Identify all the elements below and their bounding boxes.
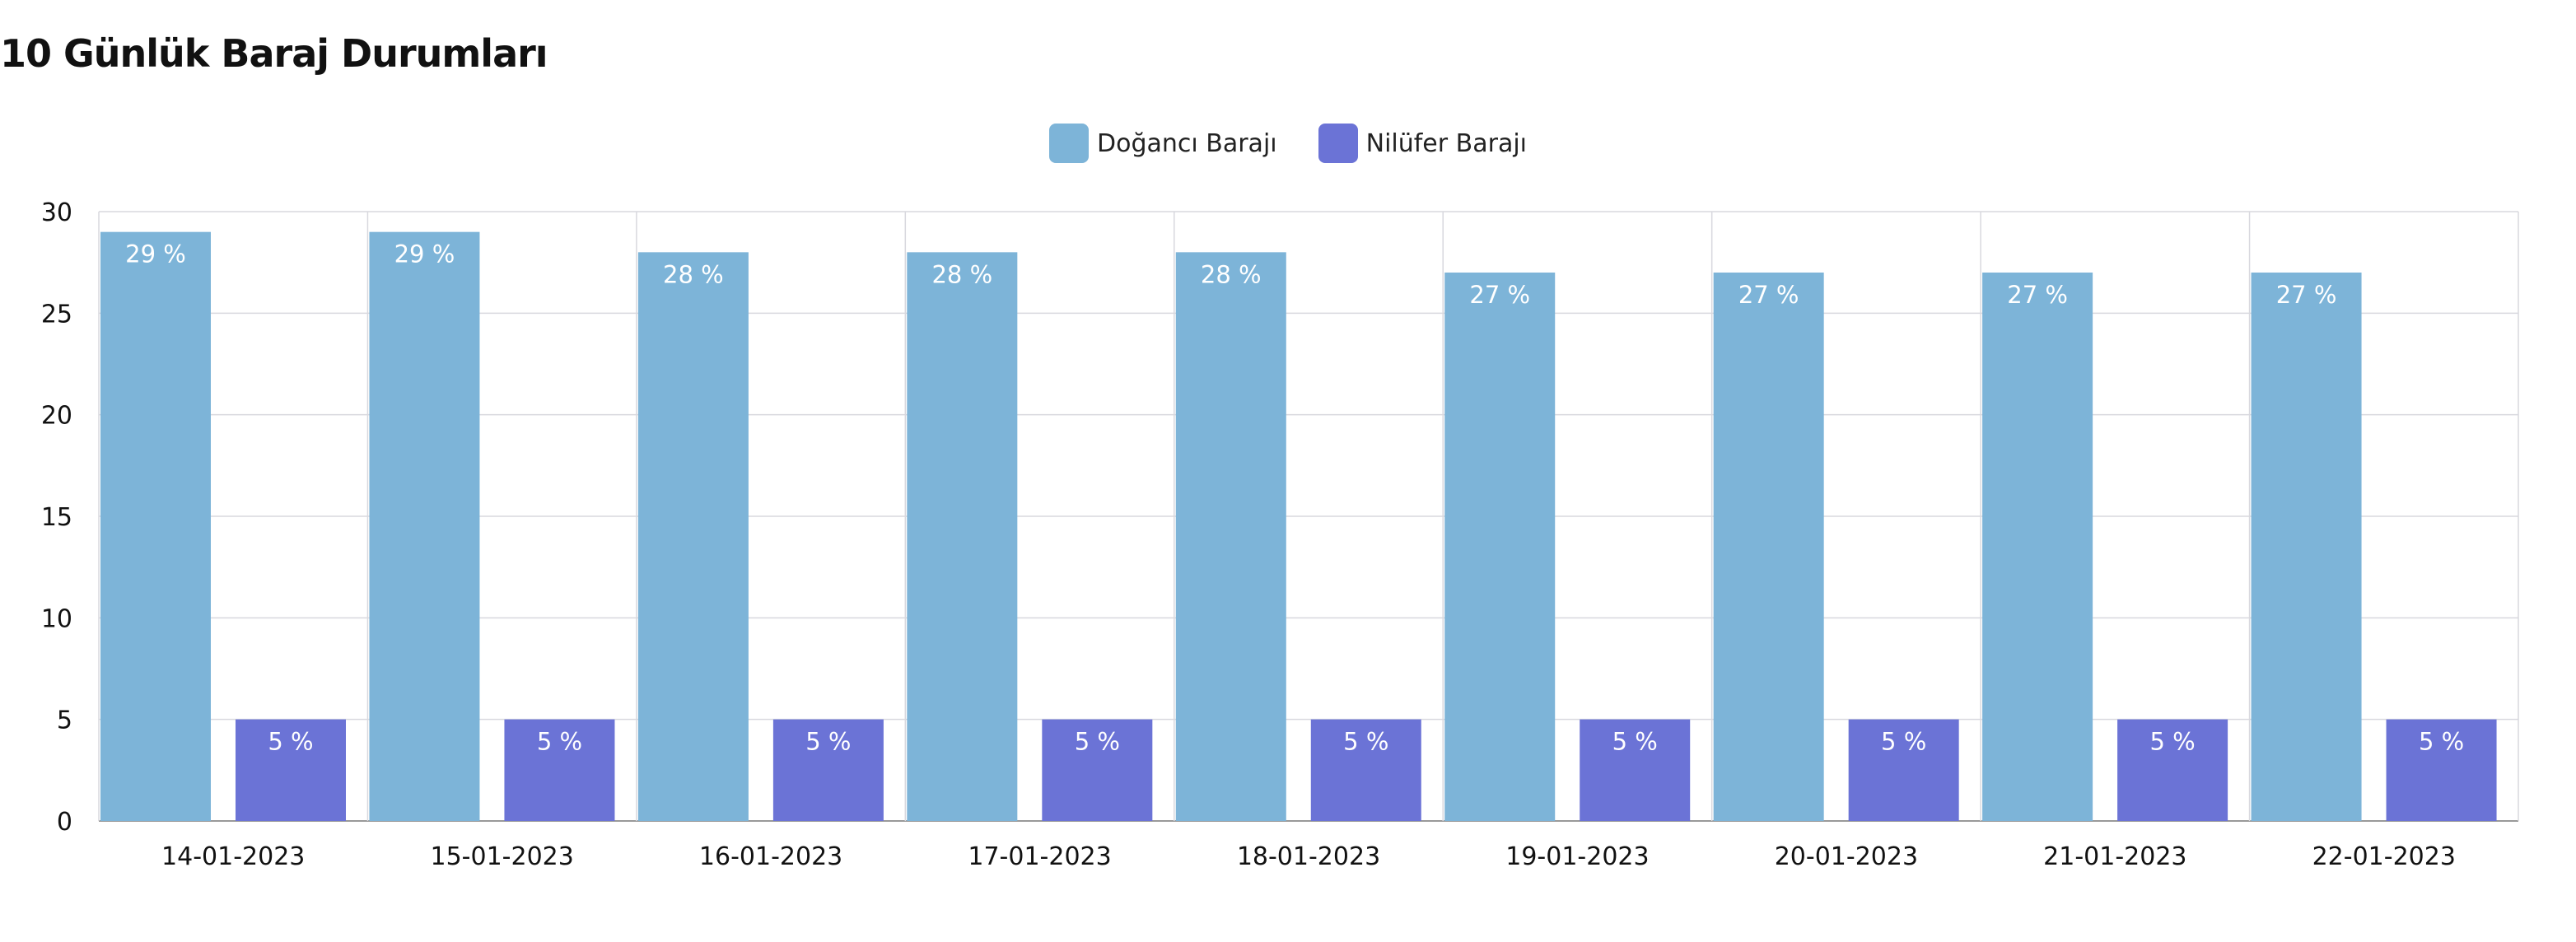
x-tick-label: 16-01-2023 bbox=[699, 842, 842, 871]
bar-value-label: 28 % bbox=[931, 260, 992, 288]
bar-nilufer bbox=[1310, 719, 1421, 821]
bar-dogancı bbox=[1982, 273, 2093, 821]
x-tick-label: 19-01-2023 bbox=[1505, 842, 1649, 871]
bar-value-label: 5 % bbox=[1612, 728, 1658, 756]
legend-swatch-nilufer bbox=[1318, 124, 1358, 163]
bar-value-label: 5 % bbox=[268, 728, 313, 756]
bar-nilufer bbox=[1848, 719, 1959, 821]
y-tick-label: 15 bbox=[41, 503, 72, 532]
y-tick-label: 5 bbox=[57, 706, 72, 735]
bar-nilufer bbox=[1042, 719, 1153, 821]
bar-nilufer bbox=[2117, 719, 2228, 821]
legend-item-dogancı[interactable]: Doğancı Barajı bbox=[1049, 124, 1277, 163]
x-tick-label: 17-01-2023 bbox=[968, 842, 1111, 871]
bar-nilufer bbox=[236, 719, 346, 821]
bar-nilufer bbox=[772, 719, 884, 821]
bar-dogancı bbox=[2251, 273, 2362, 821]
bar-value-label: 5 % bbox=[1881, 728, 1926, 756]
bar-value-label: 27 % bbox=[2007, 281, 2068, 309]
bar-nilufer bbox=[1580, 719, 1691, 821]
bar-value-label: 27 % bbox=[1469, 281, 1530, 309]
legend-label-dogancı: Doğancı Barajı bbox=[1097, 128, 1277, 158]
bar-nilufer bbox=[504, 719, 615, 821]
bar-value-label: 5 % bbox=[2419, 728, 2464, 756]
legend-label-nilufer: Nilüfer Barajı bbox=[1365, 128, 1527, 158]
bar-value-label: 28 % bbox=[1201, 260, 1262, 288]
x-tick-label: 18-01-2023 bbox=[1237, 842, 1380, 871]
bar-value-label: 29 % bbox=[394, 240, 455, 268]
bar-value-label: 5 % bbox=[805, 728, 851, 756]
bar-dogancı bbox=[907, 252, 1018, 821]
y-tick-label: 10 bbox=[41, 604, 72, 633]
y-tick-label: 25 bbox=[41, 300, 72, 329]
bar-value-label: 5 % bbox=[537, 728, 582, 756]
legend-item-nilufer[interactable]: Nilüfer Barajı bbox=[1318, 124, 1527, 163]
bar-value-label: 5 % bbox=[1343, 728, 1388, 756]
bar-value-label: 28 % bbox=[663, 260, 724, 288]
chart-legend: Doğancı Barajı Nilüfer Barajı bbox=[0, 124, 2576, 163]
bar-dogancı bbox=[100, 231, 211, 822]
bar-value-label: 27 % bbox=[1738, 281, 1799, 309]
x-tick-label: 21-01-2023 bbox=[2043, 842, 2186, 871]
bar-value-label: 5 % bbox=[1075, 728, 1120, 756]
legend-swatch-dogancı bbox=[1049, 124, 1089, 163]
bar-nilufer bbox=[2386, 719, 2497, 821]
x-tick-label: 20-01-2023 bbox=[1775, 842, 1918, 871]
y-tick-label: 0 bbox=[57, 808, 72, 837]
bar-dogancı bbox=[637, 252, 749, 821]
bar-dogancı bbox=[1713, 273, 1824, 821]
x-tick-label: 14-01-2023 bbox=[161, 842, 305, 871]
bar-dogancı bbox=[369, 231, 480, 822]
bar-dogancı bbox=[1444, 273, 1556, 821]
x-tick-label: 15-01-2023 bbox=[430, 842, 573, 871]
bar-value-label: 5 % bbox=[2149, 728, 2195, 756]
y-tick-label: 30 bbox=[41, 198, 72, 227]
bar-dogancı bbox=[1175, 252, 1286, 821]
bar-value-label: 27 % bbox=[2276, 281, 2337, 309]
chart-title: 10 Günlük Baraj Durumları bbox=[0, 31, 548, 76]
y-tick-label: 20 bbox=[41, 402, 72, 431]
bar-value-label: 29 % bbox=[125, 240, 186, 268]
x-tick-label: 22-01-2023 bbox=[2312, 842, 2456, 871]
